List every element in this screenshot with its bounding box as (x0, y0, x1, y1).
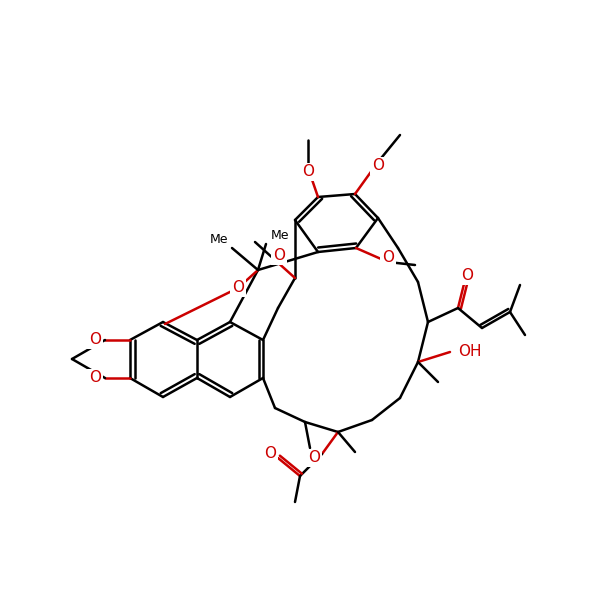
Text: O: O (461, 269, 473, 283)
Text: O: O (264, 446, 276, 461)
Text: O: O (302, 164, 314, 179)
Text: O: O (232, 280, 244, 295)
Text: O: O (89, 370, 101, 385)
Text: O: O (382, 251, 394, 265)
Text: Me: Me (271, 229, 290, 242)
Text: O: O (308, 451, 320, 466)
Text: Me: Me (209, 233, 228, 246)
Text: O: O (372, 158, 384, 173)
Text: O: O (273, 248, 285, 263)
Text: O: O (89, 332, 101, 347)
Text: OH: OH (458, 344, 482, 359)
